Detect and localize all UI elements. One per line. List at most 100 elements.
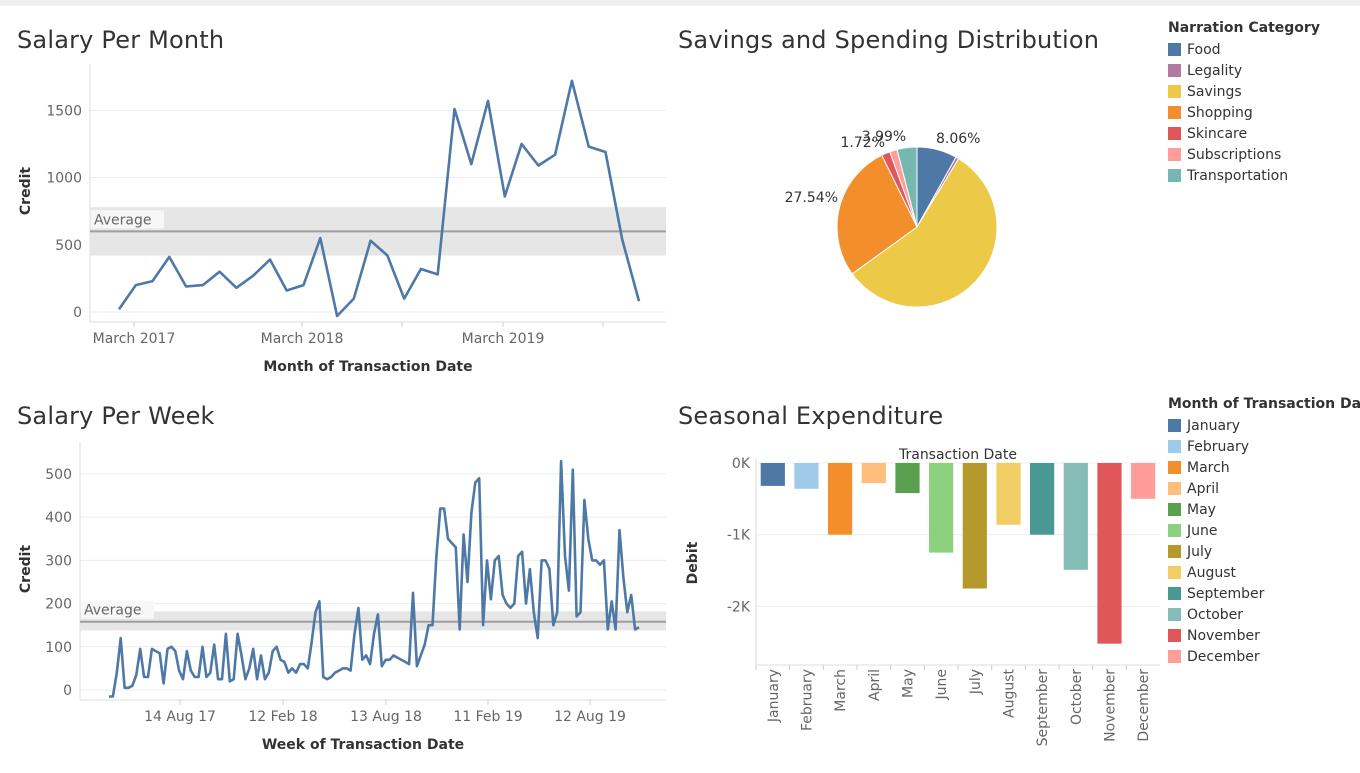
y-tick-label: 500	[45, 467, 72, 483]
legend-swatch	[1168, 482, 1181, 495]
x-tick-label: May	[901, 669, 917, 698]
legend-label: August	[1187, 564, 1236, 581]
series-line	[117, 79, 641, 318]
average-label-bg	[91, 210, 164, 229]
salary-week-title: Salary Per Week	[17, 402, 215, 430]
legend-label: April	[1187, 480, 1219, 497]
average-label: Average	[84, 603, 142, 619]
pie-slice-label: 27.54%	[785, 190, 838, 206]
x-axis-title: Week of Transaction Date	[262, 737, 464, 753]
pie-slice-shopping	[836, 154, 918, 275]
x-tick-label: 12 Aug 19	[554, 709, 626, 725]
legend-item-food[interactable]: Food	[1168, 39, 1320, 60]
x-tick-label: September	[1035, 669, 1051, 747]
x-tick-label: July	[968, 669, 984, 695]
legend-swatch	[1168, 169, 1181, 182]
legend-label: July	[1187, 543, 1213, 560]
legend-item-may[interactable]: May	[1168, 499, 1360, 520]
legend-item-april[interactable]: April	[1168, 478, 1360, 499]
legend-item-february[interactable]: February	[1168, 436, 1360, 457]
average-label-bg	[81, 600, 154, 619]
legend-item-july[interactable]: July	[1168, 541, 1360, 562]
y-tick-label: -2K	[727, 599, 751, 615]
y-tick-label: 1500	[46, 103, 82, 119]
bar-june	[929, 463, 954, 553]
top-axis-title: Transaction Date	[898, 447, 1017, 463]
legend-label: November	[1187, 627, 1260, 644]
x-tick-label: 11 Feb 19	[453, 709, 522, 725]
legend-swatch	[1168, 545, 1181, 558]
y-tick-label: 1000	[46, 171, 82, 187]
bar-november	[1097, 463, 1122, 644]
y-axis-title: Credit	[18, 545, 34, 593]
bar-may	[895, 463, 920, 494]
legend-swatch	[1168, 503, 1181, 516]
legend-item-savings[interactable]: Savings	[1168, 81, 1320, 102]
x-tick-label: April	[867, 669, 883, 701]
x-tick-label: August	[1002, 668, 1018, 718]
x-tick-label: 14 Aug 17	[144, 709, 216, 725]
legend-swatch	[1168, 461, 1181, 474]
legend-item-transportation[interactable]: Transportation	[1168, 165, 1320, 186]
legend-swatch	[1168, 43, 1181, 56]
legend-item-legality[interactable]: Legality	[1168, 60, 1320, 81]
x-tick-label: 13 Aug 18	[350, 709, 422, 725]
legend-item-june[interactable]: June	[1168, 520, 1360, 541]
legend-label: Food	[1187, 41, 1221, 58]
savings-pie-title: Savings and Spending Distribution	[678, 26, 1100, 54]
x-tick-label: June	[934, 669, 950, 701]
legend-swatch	[1168, 85, 1181, 98]
pie-slice-transportation	[896, 146, 918, 228]
legend-item-subscriptions[interactable]: Subscriptions	[1168, 144, 1320, 165]
y-tick-label: 0	[63, 683, 72, 699]
bar-february	[794, 463, 819, 489]
legend-label: January	[1187, 417, 1241, 434]
legend-item-shopping[interactable]: Shopping	[1168, 102, 1320, 123]
x-tick-label: October	[1069, 669, 1085, 725]
legend-item-skincare[interactable]: Skincare	[1168, 123, 1320, 144]
seasonal-title: Seasonal Expenditure	[678, 402, 944, 430]
legend-swatch	[1168, 127, 1181, 140]
legend-label: Skincare	[1187, 125, 1248, 142]
legend-label: June	[1187, 522, 1218, 539]
legend-item-december[interactable]: December	[1168, 646, 1360, 667]
legend-label: September	[1187, 585, 1265, 602]
legend-swatch	[1168, 587, 1181, 600]
y-tick-label: 0	[73, 305, 82, 321]
x-tick-label: January	[766, 669, 782, 723]
legend-swatch	[1168, 440, 1181, 453]
legend-item-november[interactable]: November	[1168, 625, 1360, 646]
legend-swatch	[1168, 566, 1181, 579]
y-tick-label: 100	[45, 640, 72, 656]
legend-item-august[interactable]: August	[1168, 562, 1360, 583]
legend-swatch	[1168, 650, 1181, 663]
series-line	[109, 459, 640, 698]
bar-september	[1030, 463, 1055, 535]
x-tick-label: November	[1103, 669, 1119, 742]
x-tick-label: March 2018	[261, 331, 344, 347]
bar-march	[828, 463, 853, 535]
legend-label: October	[1187, 606, 1244, 623]
x-tick-label: December	[1136, 669, 1152, 742]
x-axis-title: Month of Transaction Date	[263, 359, 472, 375]
y-tick-label: 400	[45, 510, 72, 526]
x-tick-label: March 2017	[93, 331, 176, 347]
seasonal-legend-title: Month of Transaction Da..	[1168, 396, 1360, 412]
legend-item-march[interactable]: March	[1168, 457, 1360, 478]
legend-swatch	[1168, 419, 1181, 432]
bar-july	[962, 463, 987, 589]
bar-august	[996, 463, 1021, 525]
pie-legend: Narration Category Food Legality Savings Sh…	[1168, 20, 1320, 186]
legend-swatch	[1168, 524, 1181, 537]
legend-label: Subscriptions	[1187, 146, 1282, 163]
x-tick-label: 12 Feb 18	[248, 709, 317, 725]
legend-item-october[interactable]: October	[1168, 604, 1360, 625]
legend-item-january[interactable]: January	[1168, 415, 1360, 436]
pie-slice-label: 3.99%	[862, 129, 906, 145]
seasonal-legend: Month of Transaction Da.. January Februar…	[1168, 396, 1360, 667]
y-tick-label: -1K	[727, 528, 751, 544]
x-tick-label: March	[833, 669, 849, 712]
pie-slice-savings	[851, 158, 998, 308]
legend-item-september[interactable]: September	[1168, 583, 1360, 604]
y-tick-label: 500	[55, 238, 82, 254]
